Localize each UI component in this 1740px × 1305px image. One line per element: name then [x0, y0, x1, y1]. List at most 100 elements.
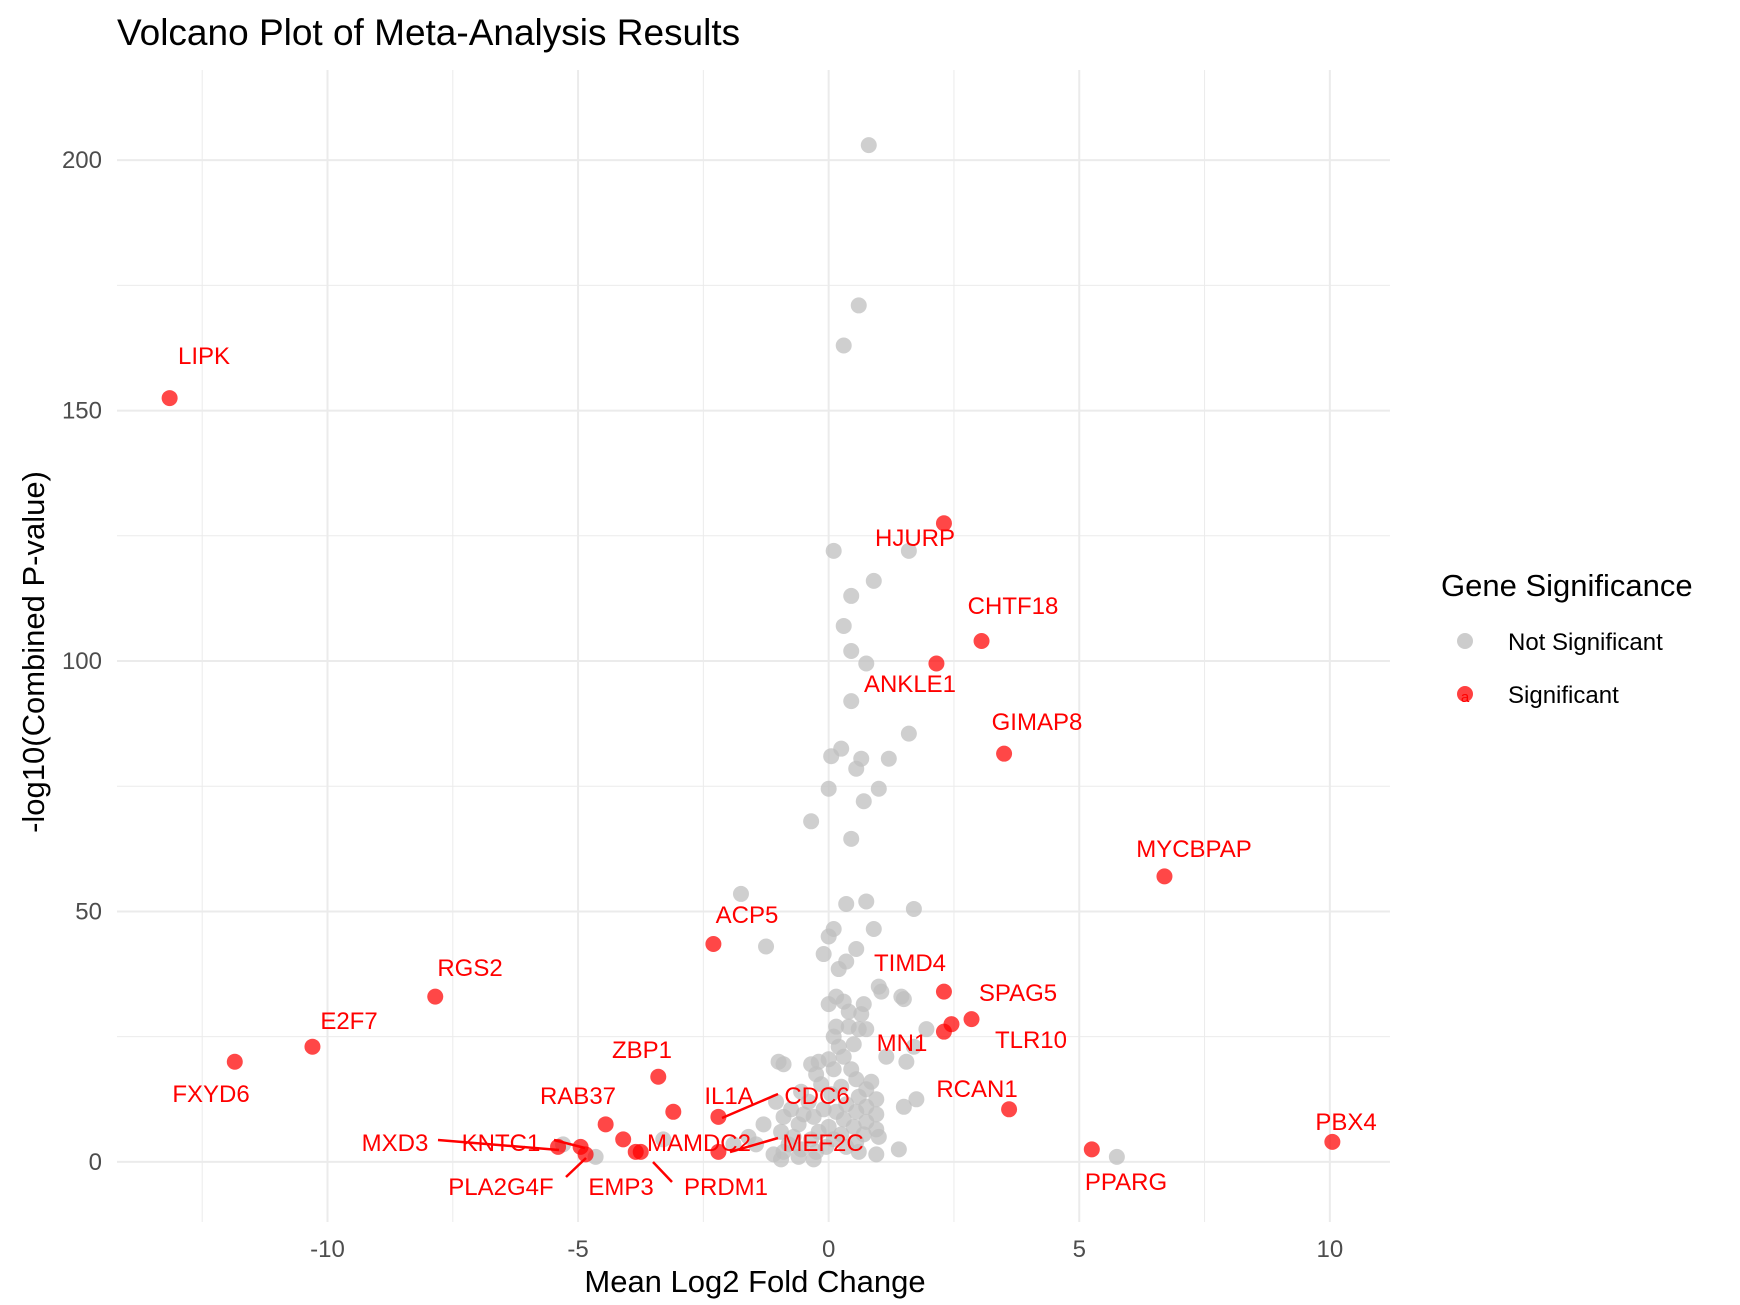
not-significant-point [905, 1038, 922, 1055]
gene-label-mn1: MN1 [877, 1030, 928, 1057]
x-tick-label: -10 [310, 1236, 345, 1263]
gene-label-pbx4: PBX4 [1315, 1109, 1376, 1136]
not-significant-point [850, 297, 867, 314]
significant-point [665, 1103, 682, 1120]
not-significant-point [840, 1003, 857, 1020]
not-significant-point [813, 1076, 830, 1093]
gene-label-rcan1: RCAN1 [936, 1076, 1017, 1103]
significant-point [161, 390, 178, 407]
not-significant-point [775, 1056, 792, 1073]
not-significant-point [830, 961, 847, 978]
gene-label-mamdc2: MAMDC2 [647, 1130, 751, 1157]
not-significant-point [855, 793, 872, 810]
not-significant-point [843, 587, 860, 604]
not-significant-point [1108, 1148, 1125, 1165]
legend-label-significant: Significant [1508, 682, 1619, 709]
significant-point [1324, 1133, 1341, 1150]
legend: Gene Significance Not Significant a Sign… [1441, 568, 1693, 709]
not-significant-point [820, 780, 837, 797]
gene-label-pparg: PPARG [1085, 1169, 1167, 1196]
gene-label-pla2g4f: PLA2G4F [448, 1174, 553, 1201]
not-significant-point [865, 572, 882, 589]
not-significant-point [895, 991, 912, 1008]
significant-point [935, 983, 952, 1000]
gene-label-cdc6: CDC6 [784, 1083, 849, 1110]
significant-point [226, 1053, 243, 1070]
not-significant-point [868, 1146, 885, 1163]
gene-label-emp3: EMP3 [588, 1174, 653, 1201]
not-significant-point [838, 895, 855, 912]
significant-point [304, 1038, 321, 1055]
gene-label-mycbpap: MYCBPAP [1136, 836, 1252, 863]
not-significant-point [870, 1128, 887, 1145]
not-significant-point [805, 1151, 822, 1168]
significant-point [963, 1011, 980, 1028]
not-significant-point [843, 693, 860, 710]
not-significant-point [725, 1136, 742, 1153]
gene-label-lipk: LIPK [178, 343, 230, 370]
gene-label-gimap8: GIMAP8 [992, 709, 1083, 736]
not-significant-point [865, 920, 882, 937]
not-significant-point [835, 617, 852, 634]
plot-panel [117, 70, 1390, 1222]
legend-key-not-significant [1457, 633, 1473, 649]
significant-point [1001, 1101, 1018, 1118]
not-significant-point [908, 1091, 925, 1108]
significant-point [935, 1023, 952, 1040]
gene-label-spag5: SPAG5 [979, 980, 1057, 1007]
significant-point [615, 1131, 632, 1148]
not-significant-point [803, 813, 820, 830]
gene-label-zbp1: ZBP1 [612, 1037, 672, 1064]
gene-label-timd4: TIMD4 [874, 950, 946, 977]
not-significant-point [848, 1071, 865, 1088]
not-significant-point [870, 780, 887, 797]
significant-point [996, 745, 1013, 762]
not-significant-point [900, 542, 917, 559]
not-significant-point [895, 1098, 912, 1115]
gene-label-prdm1: PRDM1 [684, 1174, 768, 1201]
significant-point [1156, 868, 1173, 885]
not-significant-point [732, 885, 749, 902]
not-significant-points [555, 137, 1125, 1168]
legend-label-not-significant: Not Significant [1508, 629, 1663, 656]
y-axis-ticks: 0 50 100 150 200 [62, 147, 102, 1176]
not-significant-point [775, 1108, 792, 1125]
y-tick-label: 150 [62, 398, 102, 425]
not-significant-point [755, 1116, 772, 1133]
gene-label-e2f7: E2F7 [320, 1008, 377, 1035]
gene-label-connector [437, 1138, 560, 1152]
not-significant-point [858, 655, 875, 672]
not-significant-point [835, 1048, 852, 1065]
x-axis-title: Mean Log2 Fold Change [584, 1264, 925, 1299]
not-significant-point [773, 1151, 790, 1168]
not-significant-point [848, 1103, 865, 1120]
legend-key-significant [1457, 686, 1473, 702]
not-significant-point [850, 1143, 867, 1160]
y-axis-title: -log10(Combined P-value) [16, 471, 51, 833]
not-significant-point [873, 983, 890, 1000]
gene-label-mef2c: MEF2C [782, 1130, 863, 1157]
not-significant-point [823, 1086, 840, 1103]
significant-point [705, 936, 722, 953]
gene-label-connector [721, 1092, 779, 1120]
not-significant-point [655, 1131, 672, 1148]
not-significant-point [838, 1138, 855, 1155]
gene-label-hjurp: HJURP [875, 525, 955, 552]
x-axis-ticks: -10 -5 0 5 10 [310, 1236, 1343, 1263]
gene-label-fxyd6: FXYD6 [172, 1081, 249, 1108]
not-significant-point [758, 938, 775, 955]
not-significant-point [820, 928, 837, 945]
gene-label-il1a: IL1A [704, 1083, 753, 1110]
not-significant-point [848, 941, 865, 958]
chart-title: Volcano Plot of Meta-Analysis Results [117, 12, 740, 53]
not-significant-point [805, 1108, 822, 1125]
not-significant-point [815, 946, 832, 963]
gene-label-ankle1: ANKLE1 [864, 671, 956, 698]
legend-key-glyph: a [1461, 689, 1470, 706]
significant-point [577, 1146, 594, 1163]
not-significant-point [823, 748, 840, 765]
not-significant-point [898, 1053, 915, 1070]
not-significant-point [900, 725, 917, 742]
significant-point [627, 1143, 644, 1160]
